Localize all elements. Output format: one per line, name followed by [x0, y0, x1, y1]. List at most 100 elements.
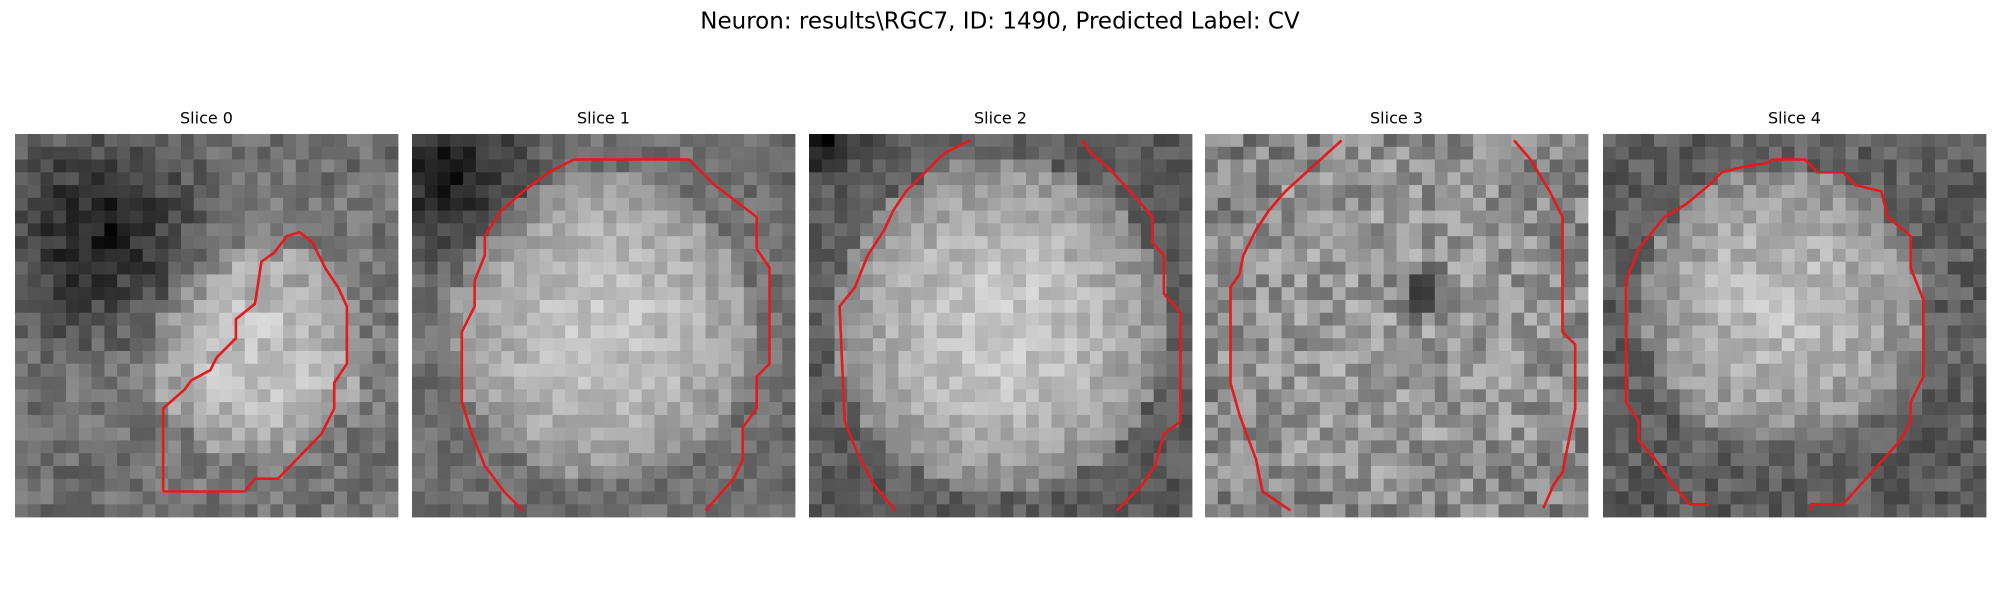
pixel [129, 402, 144, 416]
pixel [1345, 287, 1359, 301]
pixel [334, 159, 348, 173]
pixel [450, 248, 464, 263]
pixel [565, 146, 579, 160]
pixel [463, 478, 477, 492]
pixel [1896, 465, 1910, 480]
pixel [295, 338, 310, 352]
pixel [987, 351, 1001, 365]
pixel [104, 223, 118, 237]
pixel [1179, 389, 1193, 403]
pixel [295, 478, 310, 492]
pixel [898, 453, 912, 467]
pixel [53, 274, 67, 288]
pixel [1179, 338, 1193, 352]
pixel [1511, 427, 1525, 441]
pixel [142, 185, 156, 199]
pixel [1641, 440, 1655, 454]
pixel [117, 223, 131, 237]
panel-title: Slice 2 [974, 109, 1027, 128]
pixel [743, 197, 758, 211]
pixel [1858, 325, 1872, 339]
pixel [1026, 465, 1040, 480]
pixel [488, 134, 502, 148]
pixel [1549, 134, 1563, 148]
pixel [1447, 504, 1461, 518]
pixel [1422, 440, 1436, 454]
pixel [705, 351, 719, 365]
pixel [1536, 389, 1551, 403]
pixel [654, 453, 668, 467]
pixel [1705, 312, 1719, 326]
pixel [885, 312, 899, 326]
pixel [743, 146, 758, 160]
pixel [1115, 134, 1129, 148]
pixel [104, 338, 118, 352]
pixel [180, 465, 195, 480]
pixel [539, 338, 553, 352]
pixel [590, 299, 604, 314]
pixel [1460, 197, 1474, 211]
pixel [66, 414, 80, 429]
pixel [1628, 351, 1642, 365]
pixel [1013, 261, 1027, 275]
pixel [1820, 325, 1834, 339]
pixel [1383, 223, 1397, 237]
pixel [1217, 465, 1231, 480]
pixel [168, 427, 182, 441]
pixel [1358, 453, 1372, 467]
pixel [1205, 287, 1219, 301]
pixel [1575, 210, 1589, 224]
pixel [1294, 491, 1308, 505]
pixel [1973, 287, 1987, 301]
pixel [1128, 453, 1142, 467]
pixel [1409, 287, 1423, 301]
pixel [1319, 210, 1334, 224]
pixel [809, 197, 823, 211]
pixel [552, 261, 566, 275]
pixel [1960, 491, 1974, 505]
pixel [1562, 134, 1576, 148]
pixel [424, 197, 438, 211]
pixel [346, 197, 361, 211]
pixel [1511, 465, 1525, 480]
pixel [1422, 325, 1436, 339]
pixel [1575, 261, 1589, 275]
pixel [501, 210, 515, 224]
pixel [1205, 223, 1219, 237]
pixel [821, 414, 835, 429]
pixel [898, 504, 912, 518]
pixel [769, 210, 783, 224]
pixel [475, 197, 489, 211]
pixel [847, 261, 861, 275]
pixel [501, 248, 515, 263]
pixel [321, 223, 335, 237]
pixel [1332, 478, 1346, 492]
pixel [1128, 197, 1142, 211]
pixel [1077, 453, 1091, 467]
pixel [718, 312, 732, 326]
pixel [1730, 491, 1744, 505]
pixel [15, 440, 29, 454]
pixel [501, 427, 515, 441]
pixel [692, 134, 707, 148]
pixel [821, 185, 835, 199]
pixel [1205, 376, 1219, 390]
pixel [1447, 440, 1461, 454]
pixel [552, 134, 566, 148]
pixel [1820, 440, 1834, 454]
pixel [1396, 261, 1410, 275]
pixel [27, 389, 41, 403]
pixel [1858, 389, 1872, 403]
pixel [1026, 274, 1040, 288]
pixel [1973, 427, 1987, 441]
pixel [1615, 223, 1629, 237]
pixel [1396, 376, 1410, 390]
pixel [552, 491, 566, 505]
pixel [1166, 389, 1180, 403]
pixel [308, 197, 322, 211]
pixel [565, 376, 579, 390]
pixel [1922, 312, 1936, 326]
pixel [270, 389, 284, 403]
pixel [346, 236, 361, 250]
